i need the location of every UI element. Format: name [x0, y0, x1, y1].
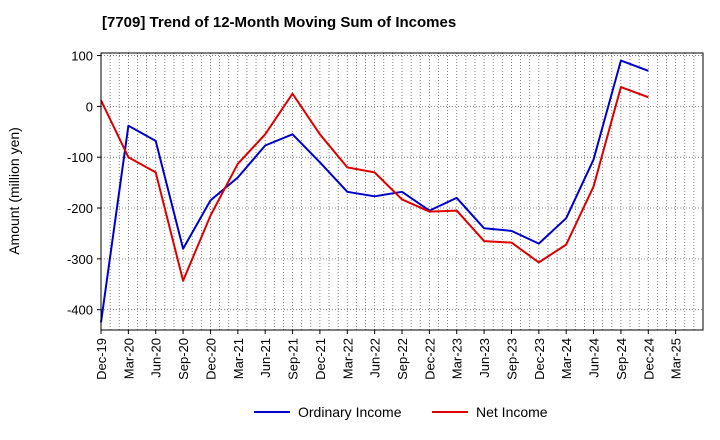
x-tick-label: Jun-21: [258, 338, 273, 378]
y-tick-label: -300: [67, 252, 93, 267]
x-tick-label: Sep-22: [395, 338, 410, 380]
legend-swatch: [254, 411, 290, 413]
x-tick-label: Jun-20: [149, 338, 164, 378]
x-tick-label: Mar-20: [121, 338, 136, 379]
x-tick-label: Dec-24: [641, 338, 656, 380]
y-axis-ticks: 100 0 -100 -200 -300 -400: [67, 49, 101, 318]
y-tick-label: -400: [67, 303, 93, 318]
x-tick-label: Dec-19: [94, 338, 109, 380]
x-tick-label: Dec-20: [203, 338, 218, 380]
x-tick-label: Mar-25: [669, 338, 684, 379]
x-tick-label: Sep-21: [286, 338, 301, 380]
x-tick-label: Mar-22: [340, 338, 355, 379]
series-line-net-income: [100, 86, 649, 282]
x-tick-label: Mar-24: [559, 338, 574, 379]
legend-swatch: [432, 411, 468, 413]
legend-label: Ordinary Income: [298, 404, 402, 420]
legend-item: Net Income: [432, 404, 548, 420]
legend: Ordinary Income Net Income: [0, 404, 720, 426]
chart-title: [7709] Trend of 12-Month Moving Sum of I…: [102, 14, 457, 31]
y-tick-label: -100: [67, 150, 93, 165]
legend-label: Net Income: [476, 404, 548, 420]
x-tick-label: Jun-22: [368, 338, 383, 378]
x-tick-label: Mar-23: [450, 338, 465, 379]
y-axis-title: Amount (million yen): [6, 127, 22, 255]
x-tick-label: Dec-21: [313, 338, 328, 380]
x-tick-label: Jun-24: [587, 338, 602, 378]
y-tick-label: 0: [86, 99, 93, 114]
plot-frame: [100, 52, 704, 331]
x-tick-label: Dec-22: [422, 338, 437, 380]
y-tick-label: 100: [71, 49, 93, 64]
series-lines: [100, 59, 649, 323]
x-tick-label: Mar-21: [231, 338, 246, 379]
x-tick-label: Dec-23: [532, 338, 547, 380]
x-tick-label: Sep-23: [504, 338, 519, 380]
x-tick-label: Sep-20: [176, 338, 191, 380]
x-tick-label: Sep-24: [614, 338, 629, 380]
legend-item: Ordinary Income: [254, 404, 401, 420]
y-tick-label: -200: [67, 201, 93, 216]
x-axis-ticks: Dec-19 Mar-20 Jun-20 Sep-20 Dec-20 Mar-21 Jun-…: [94, 330, 684, 380]
series-line-ordinary-income: [100, 59, 649, 323]
x-tick-label: Jun-23: [477, 338, 492, 378]
